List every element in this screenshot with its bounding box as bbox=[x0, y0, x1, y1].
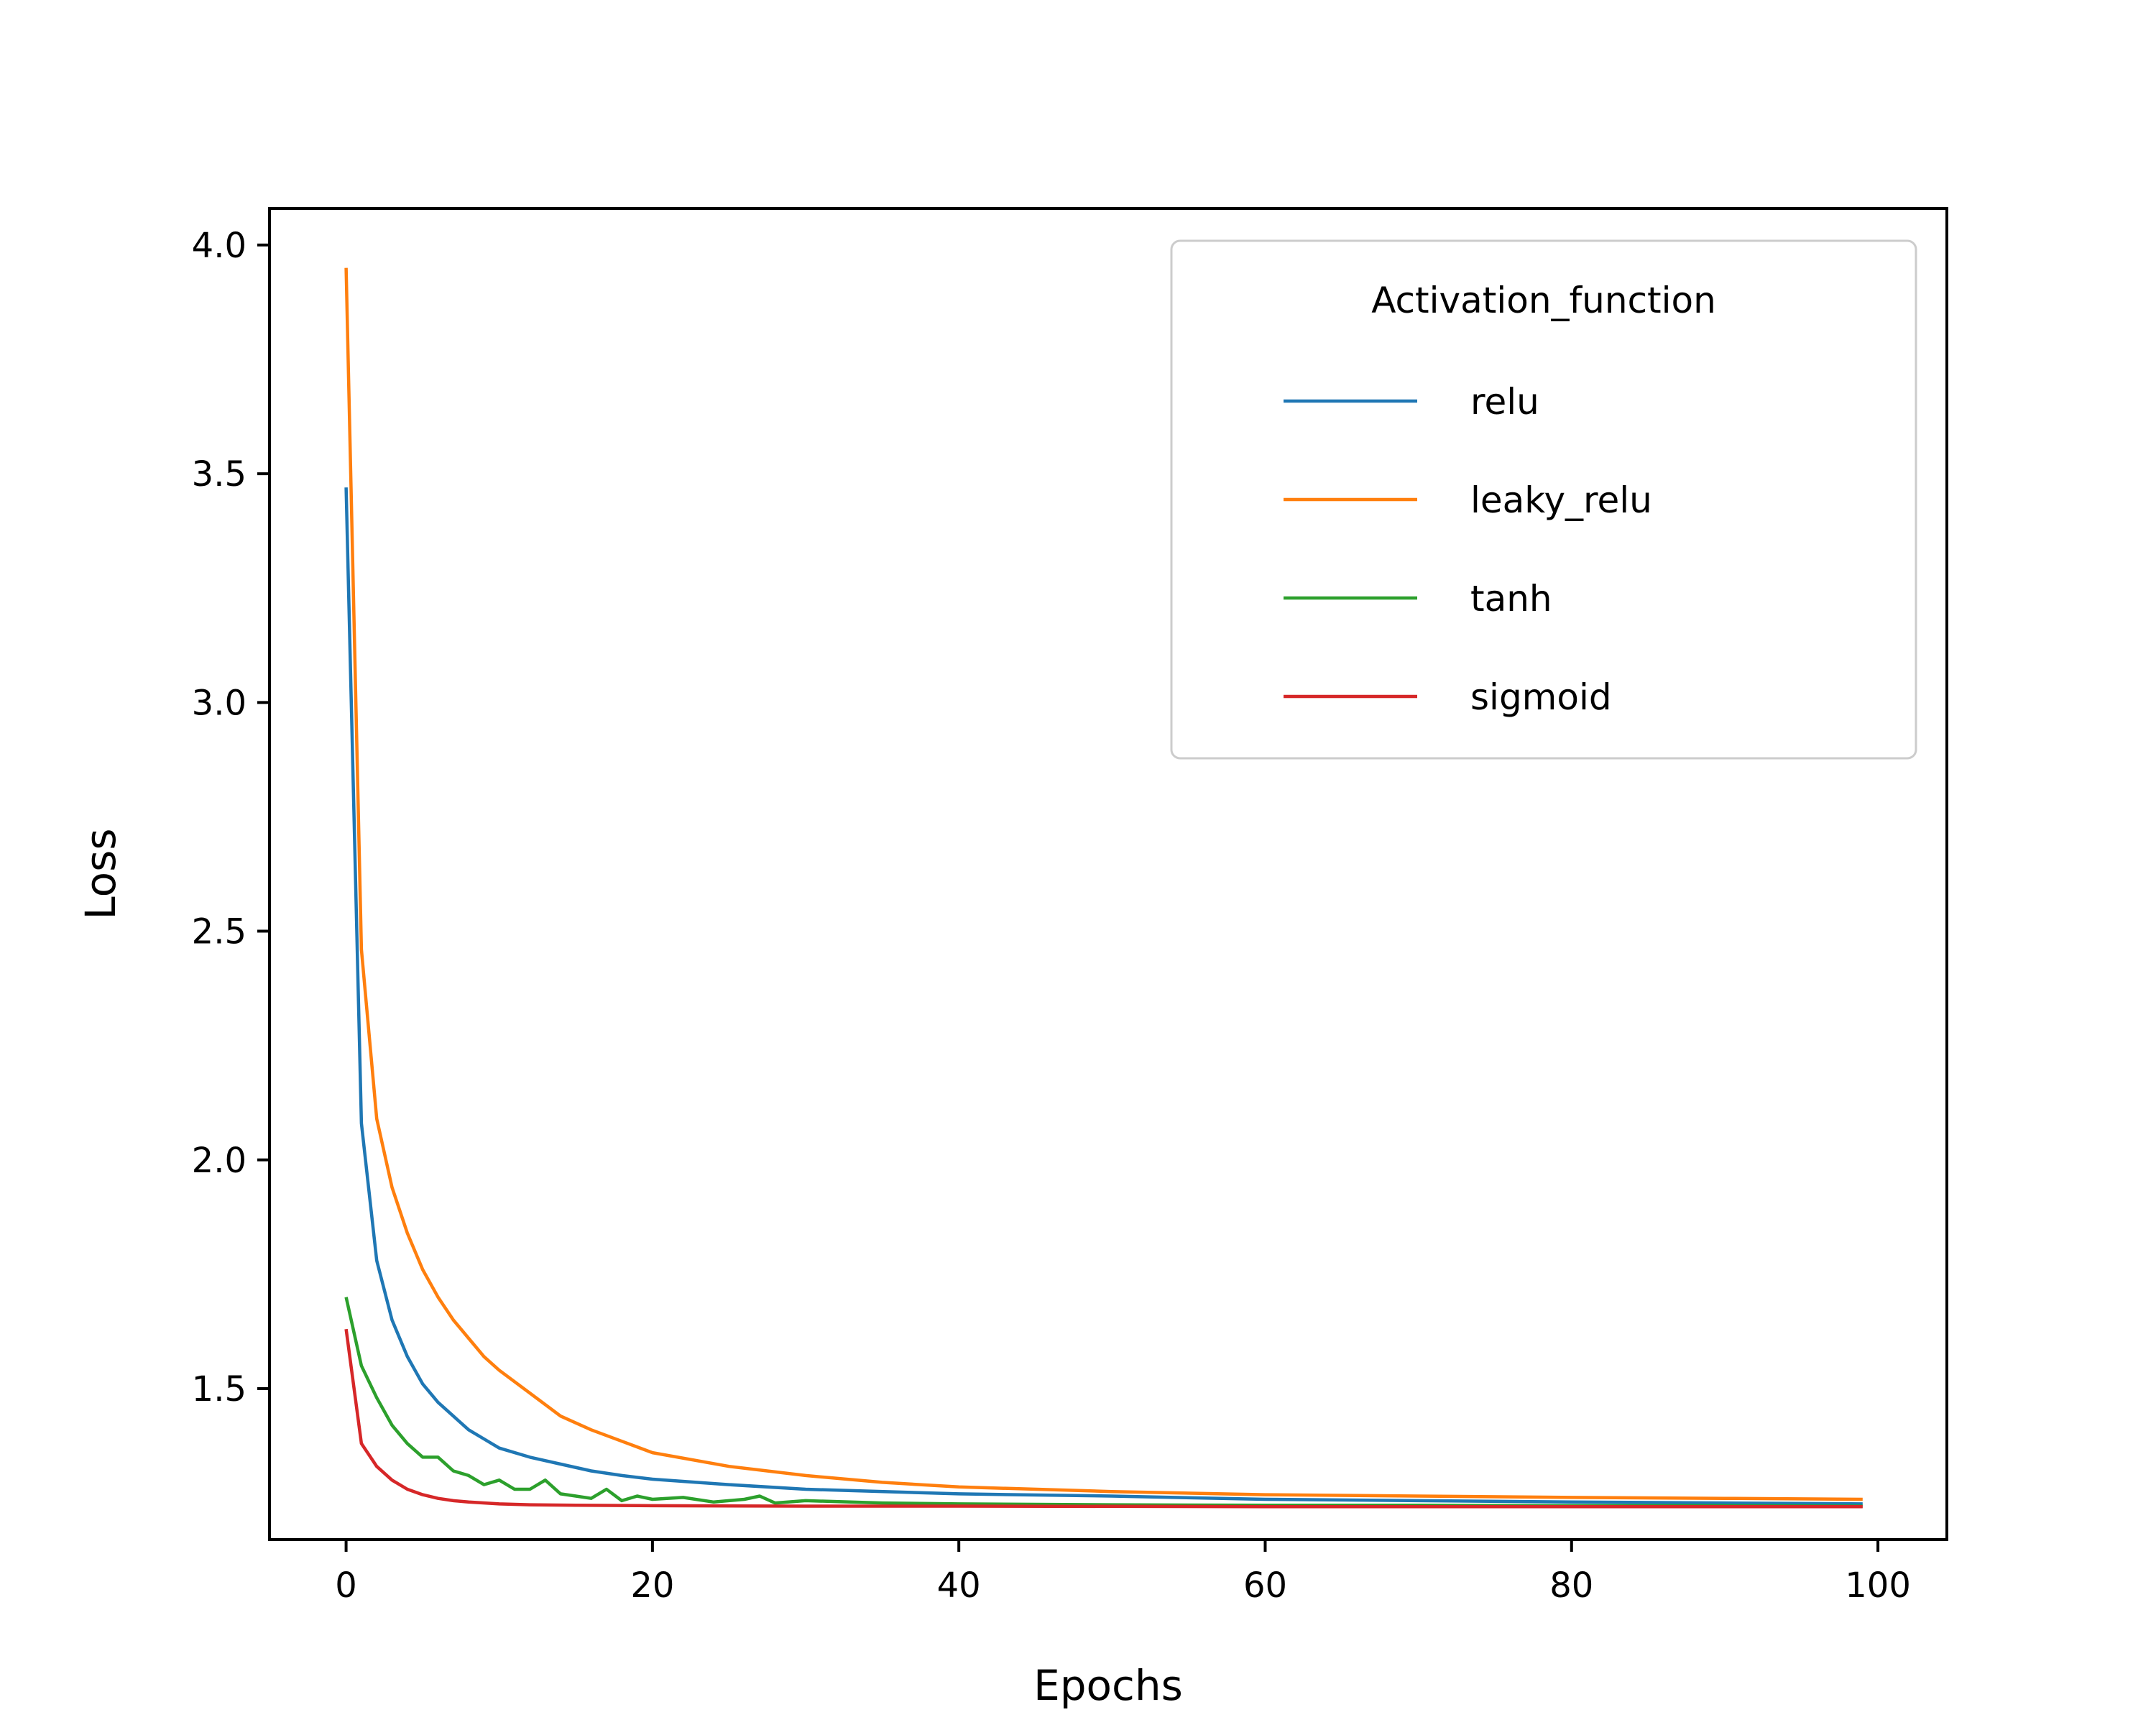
y-tick-label: 3.5 bbox=[192, 454, 247, 494]
x-tick-label: 100 bbox=[1845, 1565, 1911, 1606]
x-axis-ticks: 0 20 40 60 80 100 bbox=[335, 1540, 1911, 1606]
x-tick-label: 20 bbox=[630, 1565, 674, 1606]
x-tick-label: 40 bbox=[937, 1565, 981, 1606]
plot-lines bbox=[344, 267, 1863, 1509]
legend-label-leaky-relu: leaky_relu bbox=[1470, 479, 1652, 521]
y-tick-label: 1.5 bbox=[192, 1369, 247, 1409]
legend-label-relu: relu bbox=[1470, 381, 1539, 423]
y-tick-label: 2.0 bbox=[192, 1141, 247, 1181]
series-line-tanh bbox=[344, 1297, 1863, 1508]
series-line-relu bbox=[344, 487, 1863, 1506]
x-tick-label: 0 bbox=[335, 1565, 357, 1606]
x-tick-label: 80 bbox=[1549, 1565, 1593, 1606]
legend-title: Activation_function bbox=[1371, 280, 1716, 321]
y-tick-label: 2.5 bbox=[192, 912, 247, 952]
y-axis-label: Loss bbox=[76, 828, 125, 919]
legend-label-tanh: tanh bbox=[1470, 578, 1552, 620]
x-axis-label: Epochs bbox=[1033, 1661, 1183, 1710]
legend-label-sigmoid: sigmoid bbox=[1470, 676, 1612, 718]
series-line-leaky-relu bbox=[344, 267, 1863, 1501]
y-tick-label: 3.0 bbox=[192, 683, 247, 723]
plot-frame bbox=[268, 207, 1948, 1541]
x-tick-label: 60 bbox=[1243, 1565, 1287, 1606]
legend-box bbox=[1170, 239, 1917, 760]
y-axis-ticks: 1.5 2.0 2.5 3.0 3.5 4.0 bbox=[192, 226, 270, 1409]
series-line-sigmoid bbox=[344, 1328, 1863, 1509]
y-tick-label: 4.0 bbox=[192, 226, 247, 266]
